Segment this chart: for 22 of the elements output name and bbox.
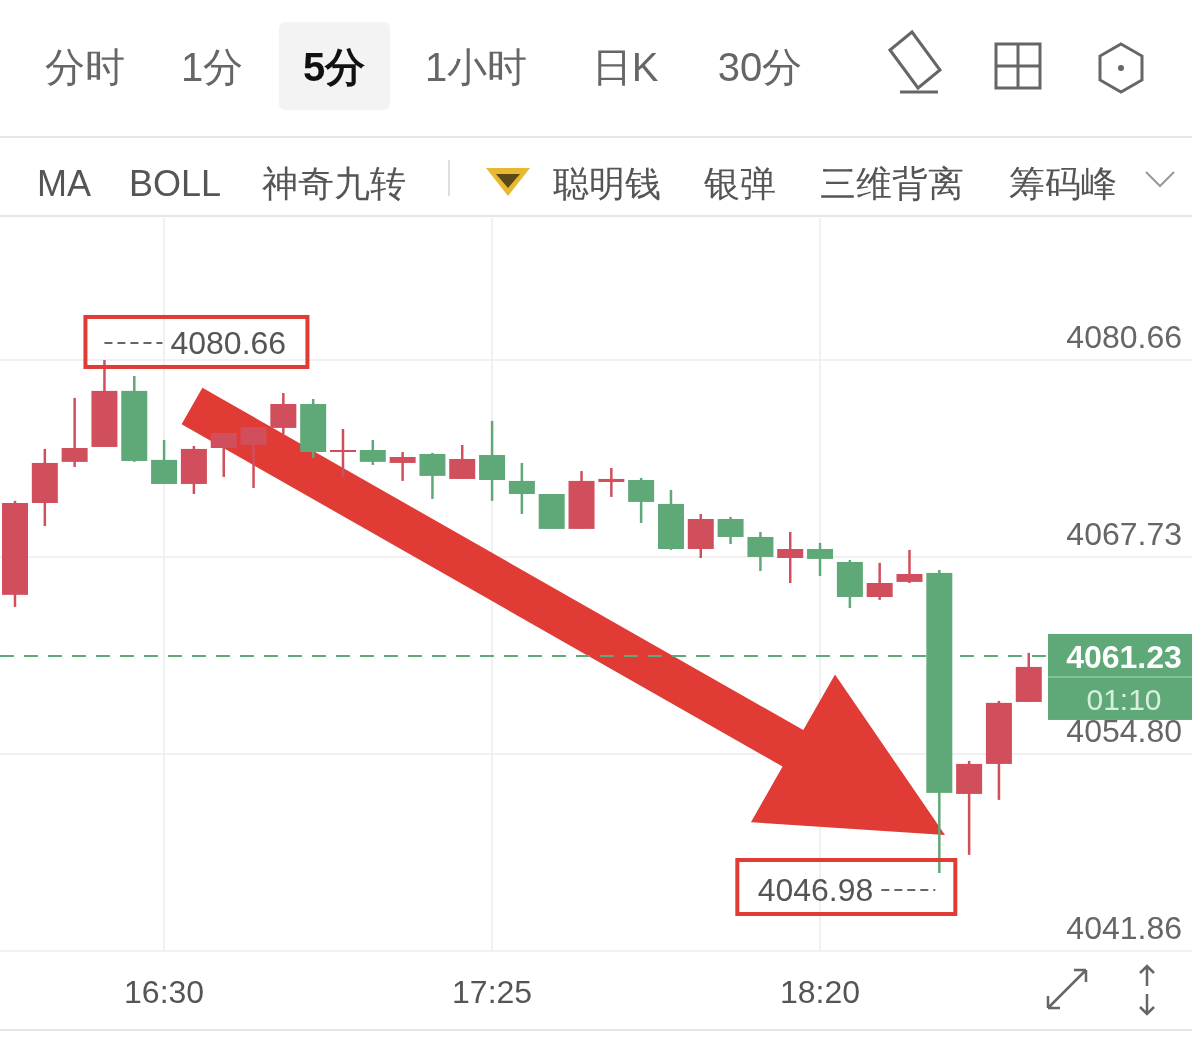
text: 三维背离: [820, 163, 964, 204]
text: BOLL: [128, 163, 222, 204]
y-tick-label: 4067.73: [1066, 515, 1182, 552]
text: 分时: [45, 45, 125, 89]
x-tick-label: 16:30: [124, 974, 205, 1010]
text: 1分: [180, 45, 244, 89]
text: 筹码峰: [1009, 163, 1117, 204]
text: 30分: [717, 45, 803, 89]
text: 银弹: [703, 163, 776, 204]
x-tick-label: 18:20: [780, 974, 861, 1010]
y-tick-label: 4041.86: [1066, 910, 1182, 946]
text: 1小时: [424, 45, 528, 89]
ref-line-label: 4061.23: [1066, 638, 1182, 675]
annotation: 4046.98: [757, 872, 874, 909]
annotation: 4080.66: [170, 324, 287, 361]
text: 日K: [591, 45, 659, 89]
text: 5分: [302, 45, 366, 89]
y-tick-label: 4080.66: [1066, 318, 1182, 355]
text: MA: [37, 163, 91, 204]
x-tick-label: 17:25: [452, 974, 533, 1010]
text: 聪明钱: [553, 163, 661, 204]
text: 神奇九转: [262, 163, 406, 204]
